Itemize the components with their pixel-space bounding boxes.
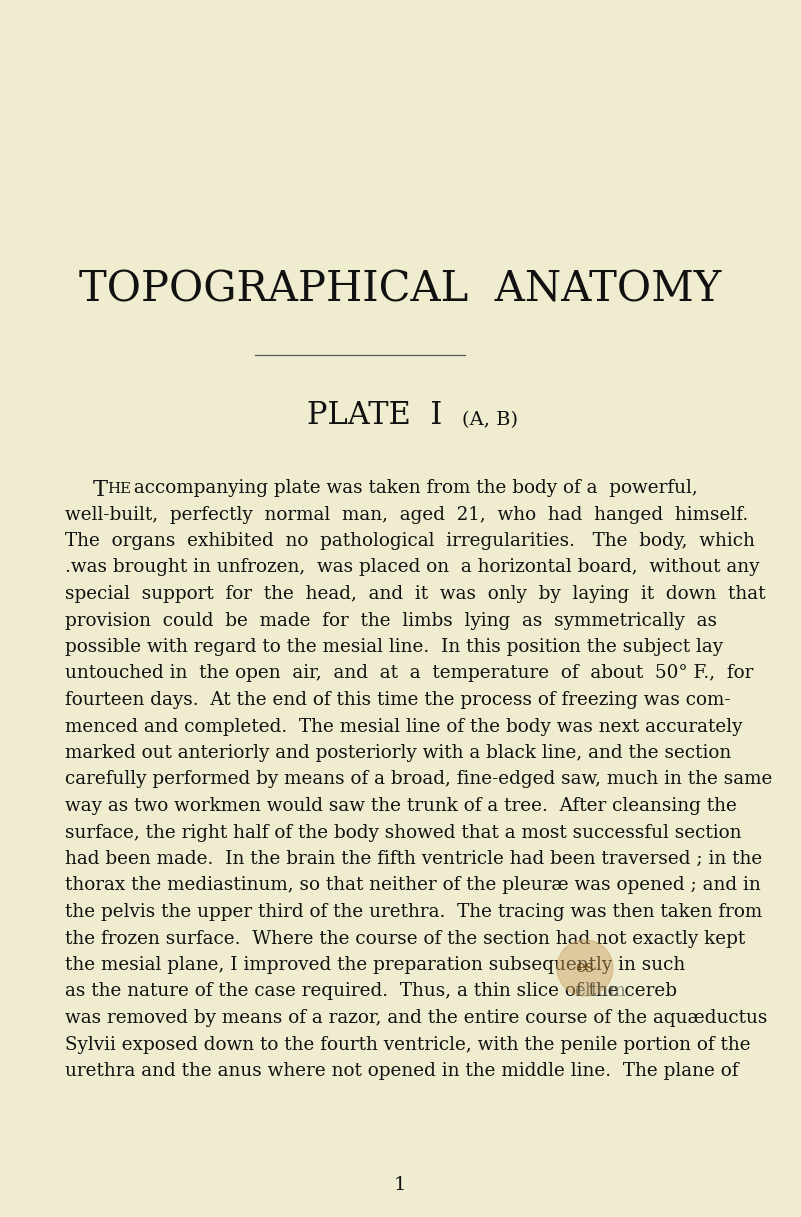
Text: way as two workmen would saw the trunk of a tree.  After cleansing the: way as two workmen would saw the trunk o… <box>65 797 737 815</box>
Text: thorax the mediastinum, so that neither of the pleuræ was opened ; and in: thorax the mediastinum, so that neither … <box>65 876 761 894</box>
Text: possible with regard to the mesial line.  In this position the subject lay: possible with regard to the mesial line.… <box>65 638 723 656</box>
Text: had been made.  In the brain the fifth ventricle had been traversed ; in the: had been made. In the brain the fifth ve… <box>65 849 763 868</box>
Text: T: T <box>93 479 108 501</box>
Text: marked out anteriorly and posteriorly with a black line, and the section: marked out anteriorly and posteriorly wi… <box>65 744 731 762</box>
Text: PLATE  I: PLATE I <box>308 399 443 431</box>
Text: urethra and the anus where not opened in the middle line.  The plane of: urethra and the anus where not opened in… <box>65 1062 739 1079</box>
Text: special  support  for  the  head,  and  it  was  only  by  laying  it  down  tha: special support for the head, and it was… <box>65 585 766 602</box>
Text: the mesial plane, I improved the preparation subsequently in such: the mesial plane, I improved the prepara… <box>65 957 685 974</box>
Text: .was brought in unfrozen,  was placed on  a horizontal board,  without any: .was brought in unfrozen, was placed on … <box>65 559 759 577</box>
Text: accompanying plate was taken from the body of a  powerful,: accompanying plate was taken from the bo… <box>128 479 698 497</box>
Text: carefully performed by means of a broad, fine-edged saw, much in the same: carefully performed by means of a broad,… <box>65 770 772 789</box>
Text: the frozen surface.  Where the course of the section had not exactly kept: the frozen surface. Where the course of … <box>65 930 745 948</box>
Text: fourteen days.  At the end of this time the process of freezing was com-: fourteen days. At the end of this time t… <box>65 691 731 710</box>
Text: provision  could  be  made  for  the  limbs  lying  as  symmetrically  as: provision could be made for the limbs ly… <box>65 611 717 629</box>
Text: The  organs  exhibited  no  pathological  irregularities.   The  body,  which: The organs exhibited no pathological irr… <box>65 532 755 550</box>
Text: HE: HE <box>107 482 131 497</box>
Text: es: es <box>576 959 594 976</box>
Text: TOPOGRAPHICAL  ANATOMY: TOPOGRAPHICAL ANATOMY <box>78 269 721 312</box>
Text: was removed by means of a razor, and the entire course of the aquæductus: was removed by means of a razor, and the… <box>65 1009 767 1027</box>
Text: (A, B): (A, B) <box>462 411 518 430</box>
Text: as the nature of the case required.  Thus, a thin slice of the cereb: as the nature of the case required. Thus… <box>65 982 677 1000</box>
Circle shape <box>557 940 613 996</box>
Text: Sylvii exposed down to the fourth ventricle, with the penile portion of the: Sylvii exposed down to the fourth ventri… <box>65 1036 751 1054</box>
Text: the pelvis the upper third of the urethra.  The tracing was then taken from: the pelvis the upper third of the urethr… <box>65 903 763 921</box>
Text: surface, the right half of the body showed that a most successful section: surface, the right half of the body show… <box>65 824 742 841</box>
Text: well-built,  perfectly  normal  man,  aged  21,  who  had  hanged  himself.: well-built, perfectly normal man, aged 2… <box>65 505 748 523</box>
Text: untouched in  the open  air,  and  at  a  temperature  of  about  50° F.,  for: untouched in the open air, and at a temp… <box>65 664 754 683</box>
Text: ellum: ellum <box>574 982 626 1000</box>
Text: 1: 1 <box>394 1176 406 1194</box>
Text: menced and completed.  The mesial line of the body was next accurately: menced and completed. The mesial line of… <box>65 718 743 735</box>
